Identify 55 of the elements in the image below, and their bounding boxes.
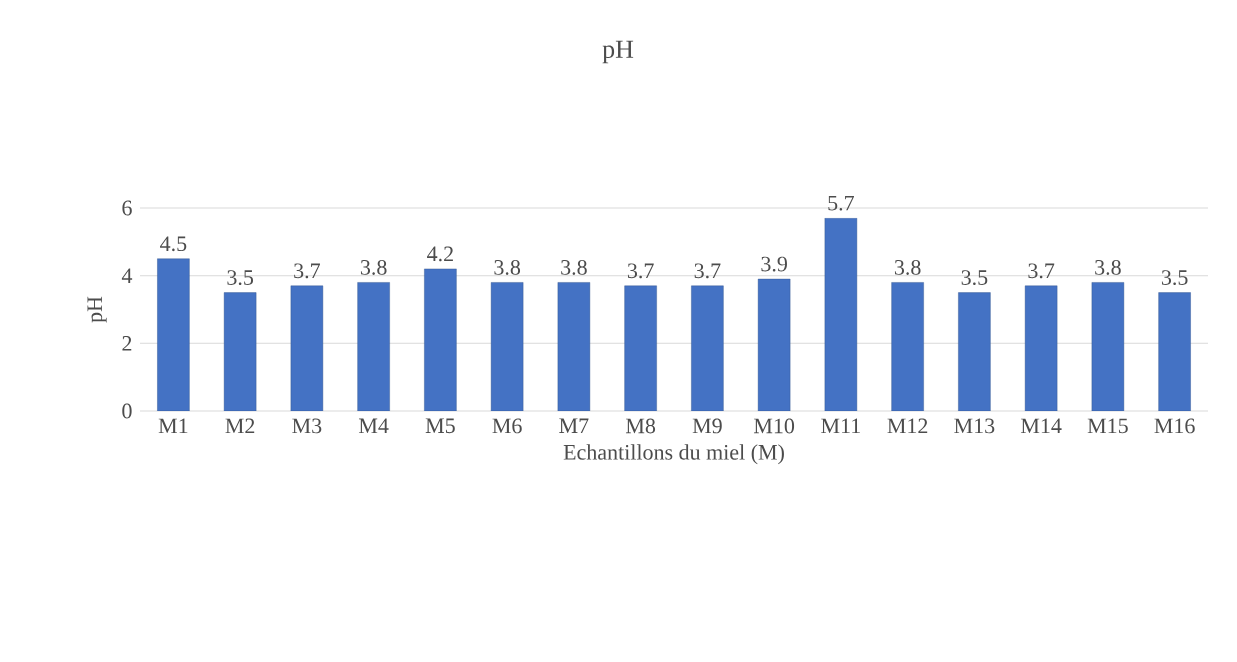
x-tick-label: M14 [1020,418,1062,434]
data-label: 3.7 [294,263,320,279]
x-tick-label: M10 [753,418,795,434]
data-label: 3.8 [494,259,521,275]
bar [490,282,524,411]
x-tick-label: M5 [425,418,455,434]
x-tick-label: M7 [559,418,589,433]
data-label: 3.7 [694,263,721,279]
y-tick-label: 0 [122,403,132,419]
bar [357,282,390,411]
y-tick-label: 6 [122,200,132,216]
data-label: 3.5 [227,270,254,286]
bar [1024,285,1058,411]
x-tick-label: M3 [292,418,322,434]
chart-title: pH [602,40,634,64]
bar [223,292,257,411]
bar [1158,292,1191,411]
data-label: 4.5 [160,236,187,252]
x-axis-title: Echantillons du miel (M) [563,444,784,465]
bar [290,285,324,411]
data-label: 3.7 [1028,263,1055,279]
x-tick-label: M13 [954,418,995,434]
data-label: 5.7 [828,195,854,211]
data-label: 3.7 [627,263,654,279]
x-tick-label: M2 [225,418,255,434]
y-axis-title: pH [87,296,107,323]
bar [624,285,657,411]
y-tick-label: 2 [122,336,132,351]
bar [691,285,724,411]
y-tick-label: 4 [121,268,133,283]
x-tick-label: M4 [358,418,389,434]
bar [891,282,924,411]
bar [824,217,858,411]
x-tick-label: M8 [625,418,656,434]
data-label: 3.9 [761,256,787,272]
bar [424,268,457,411]
x-tick-label: M16 [1154,418,1195,434]
bar [1091,282,1125,411]
bar [757,278,791,411]
x-tick-label: M9 [692,418,722,434]
x-tick-label: M1 [158,418,188,434]
data-label: 3.5 [1161,270,1188,286]
data-label: 3.8 [360,259,387,275]
data-label: 4.2 [427,246,453,262]
x-tick-label: M15 [1087,418,1128,434]
data-label: 3.8 [561,259,587,275]
x-tick-label: M6 [492,418,522,434]
bar [958,292,991,411]
data-label: 3.8 [894,259,921,275]
x-tick-label: M11 [821,418,860,434]
bar [157,258,190,411]
data-label: 3.8 [1095,259,1121,275]
x-tick-label: M12 [887,418,928,434]
data-label: 3.5 [961,270,988,286]
bar [557,282,591,411]
